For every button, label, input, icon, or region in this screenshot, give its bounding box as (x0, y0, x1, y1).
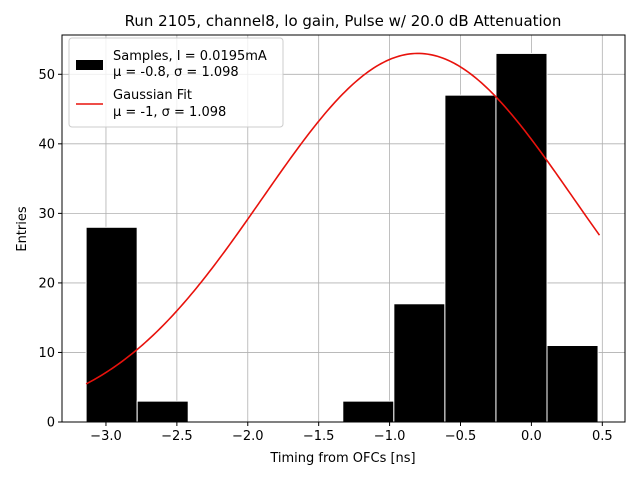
x-tick-label-1: −2.5 (161, 429, 193, 444)
x-tick-label-6: 0.0 (521, 429, 542, 444)
y-tick-label-3: 30 (38, 207, 55, 222)
x-tick-label-2: −2.0 (232, 429, 264, 444)
y-tick-label-4: 40 (38, 137, 55, 152)
y-tick-label-1: 10 (38, 346, 55, 361)
legend-samples-line2: μ = -0.8, σ = 1.098 (113, 65, 239, 80)
y-tick-label-2: 20 (38, 276, 55, 291)
histogram-bar-2 (342, 400, 395, 423)
histogram-bar-6 (546, 345, 599, 423)
x-tick-label-0: −3.0 (90, 429, 122, 444)
plot-frame (61, 34, 626, 423)
histogram-bar-1 (136, 400, 189, 423)
gaussian-fit-curve (85, 52, 601, 385)
histogram-bar-3 (393, 303, 446, 423)
y-axis-label: Entries (15, 206, 30, 252)
y-tick-label-0: 0 (47, 416, 55, 431)
legend-samples-line1: Samples, I = 0.0195mA (113, 49, 267, 64)
chart-title: Run 2105, channel8, lo gain, Pulse w/ 20… (125, 12, 562, 30)
histogram-bar-0 (85, 226, 138, 423)
x-tick-label-5: −0.5 (445, 429, 477, 444)
histogram-bars (85, 52, 599, 423)
legend-fit-line2: μ = -1, σ = 1.098 (113, 105, 226, 120)
axes: −3.0 −2.5 −2.0 −1.5 −1.0 −0.5 0.0 0.5 0 10 20 30 40 5… (38, 34, 626, 444)
x-tick-label-3: −1.5 (303, 429, 335, 444)
legend-fit-line1: Gaussian Fit (113, 88, 192, 103)
legend: Samples, I = 0.0195mA μ = -0.8, σ = 1.09… (68, 37, 284, 128)
legend-frame (68, 37, 284, 128)
x-tick-label-4: −1.0 (374, 429, 406, 444)
y-tick-label-5: 50 (38, 68, 55, 83)
histogram-bar-4 (444, 94, 497, 423)
x-axis-label: Timing from OFCs [ns] (269, 451, 415, 466)
histogram-bar-5 (495, 52, 548, 423)
x-tick-label-7: 0.5 (592, 429, 613, 444)
legend-swatch-samples (76, 60, 103, 70)
